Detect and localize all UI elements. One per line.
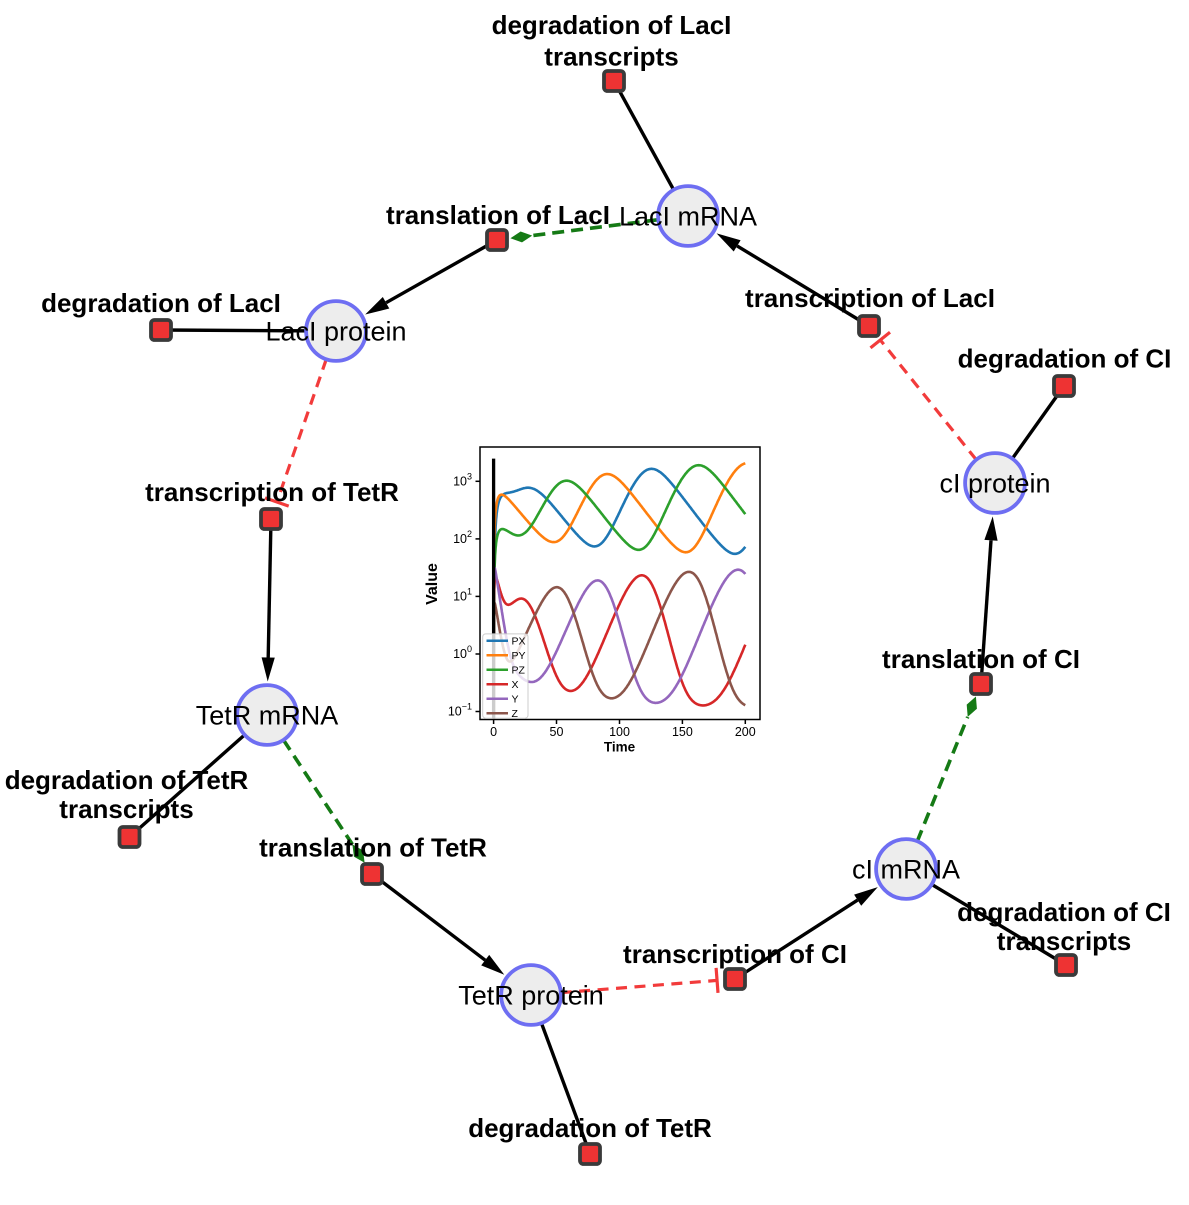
svg-text:PZ: PZ <box>512 664 526 676</box>
svg-text:Value: Value <box>424 563 441 605</box>
svg-text:200: 200 <box>735 725 756 739</box>
svg-text:transcription of TetR: transcription of TetR <box>145 477 399 507</box>
svg-text:TetR mRNA: TetR mRNA <box>196 701 339 731</box>
svg-text:PY: PY <box>512 650 526 662</box>
svg-text:150: 150 <box>672 725 693 739</box>
svg-text:transcription of CI: transcription of CI <box>623 939 847 969</box>
svg-text:translation of LacI: translation of LacI <box>386 200 610 230</box>
svg-text:100: 100 <box>609 725 630 739</box>
svg-text:LacI mRNA: LacI mRNA <box>619 202 757 232</box>
svg-text:Z: Z <box>512 708 519 720</box>
svg-text:degradation of CI: degradation of CI <box>958 344 1172 374</box>
svg-text:PX: PX <box>512 635 526 647</box>
svg-text:degradation of LacI: degradation of LacI <box>41 288 281 318</box>
svg-text:TetR protein: TetR protein <box>458 981 604 1011</box>
svg-text:translation of CI: translation of CI <box>882 644 1080 674</box>
svg-text:X: X <box>512 679 519 691</box>
svg-text:Time: Time <box>604 740 636 755</box>
svg-text:degradation of CI: degradation of CI <box>957 897 1171 927</box>
svg-text:degradation of TetR: degradation of TetR <box>5 765 249 795</box>
svg-text:0: 0 <box>490 725 497 739</box>
svg-text:Y: Y <box>512 693 519 705</box>
svg-text:LacI protein: LacI protein <box>265 317 406 347</box>
svg-text:50: 50 <box>550 725 564 739</box>
svg-text:transcripts: transcripts <box>997 926 1131 956</box>
svg-text:transcription of LacI: transcription of LacI <box>745 283 995 313</box>
svg-text:cI mRNA: cI mRNA <box>852 855 960 885</box>
svg-text:transcripts: transcripts <box>59 794 193 824</box>
svg-text:cI protein: cI protein <box>939 469 1050 499</box>
svg-text:translation of TetR: translation of TetR <box>259 833 487 863</box>
svg-text:degradation of LacI: degradation of LacI <box>492 10 732 40</box>
svg-text:degradation of TetR: degradation of TetR <box>468 1113 712 1143</box>
svg-text:transcripts: transcripts <box>544 42 678 72</box>
